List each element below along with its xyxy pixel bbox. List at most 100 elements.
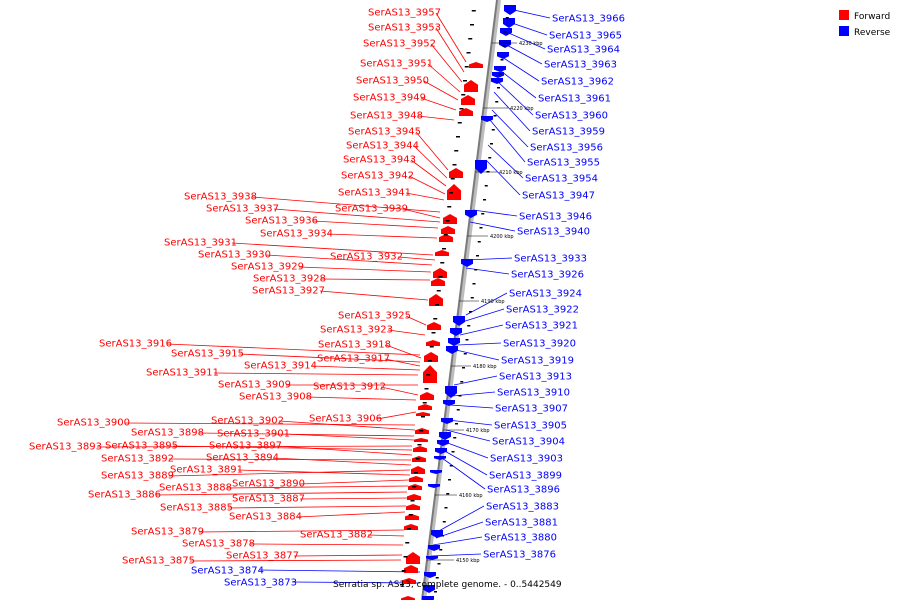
gene-label-SerAS13_3933[interactable]: SerAS13_3933: [514, 254, 587, 265]
gene-label-SerAS13_3911[interactable]: SerAS13_3911: [146, 368, 219, 379]
gene-label-SerAS13_3957[interactable]: SerAS13_3957: [368, 8, 441, 19]
gene-label-SerAS13_3921[interactable]: SerAS13_3921: [505, 321, 578, 332]
gene-label-SerAS13_3954[interactable]: SerAS13_3954: [525, 174, 598, 185]
gene-label-SerAS13_3956[interactable]: SerAS13_3956: [530, 143, 603, 154]
gene-label-SerAS13_3895[interactable]: SerAS13_3895: [105, 441, 178, 452]
leader-line-SerAS13_3875: [189, 559, 402, 562]
locus-mark: [443, 234, 448, 236]
gene-label-SerAS13_3943[interactable]: SerAS13_3943: [343, 155, 416, 166]
gene-label-SerAS13_3896[interactable]: SerAS13_3896: [487, 485, 560, 496]
gene-label-SerAS13_3876[interactable]: SerAS13_3876: [483, 550, 556, 561]
gene-label-SerAS13_3938[interactable]: SerAS13_3938: [184, 192, 257, 203]
gene-label-SerAS13_3890[interactable]: SerAS13_3890: [232, 479, 305, 490]
gene-label-SerAS13_3931[interactable]: SerAS13_3931: [164, 238, 237, 249]
reverse-gene-arrow: [453, 316, 465, 326]
gene-label-SerAS13_3946[interactable]: SerAS13_3946: [519, 212, 592, 223]
gene-label-SerAS13_3945[interactable]: SerAS13_3945: [348, 127, 421, 138]
gene-label-SerAS13_3922[interactable]: SerAS13_3922: [506, 305, 579, 316]
gene-label-SerAS13_3880[interactable]: SerAS13_3880: [484, 533, 557, 544]
gene-label-SerAS13_3936[interactable]: SerAS13_3936: [245, 216, 318, 227]
gene-label-SerAS13_3930[interactable]: SerAS13_3930: [198, 250, 271, 261]
gene-label-SerAS13_3899[interactable]: SerAS13_3899: [489, 471, 562, 482]
gene-label-SerAS13_3939[interactable]: SerAS13_3939: [335, 204, 408, 215]
gene-label-SerAS13_3908[interactable]: SerAS13_3908: [239, 392, 312, 403]
gene-label-SerAS13_3875[interactable]: SerAS13_3875: [122, 556, 195, 567]
gene-label-SerAS13_3900[interactable]: SerAS13_3900: [57, 418, 130, 429]
gene-label-SerAS13_3949[interactable]: SerAS13_3949: [353, 93, 426, 104]
gene-label-SerAS13_3874[interactable]: SerAS13_3874: [191, 566, 264, 577]
gene-label-SerAS13_3878[interactable]: SerAS13_3878: [182, 539, 255, 550]
gene-label-SerAS13_3882[interactable]: SerAS13_3882: [300, 530, 373, 541]
gene-label-SerAS13_3907[interactable]: SerAS13_3907: [495, 404, 568, 415]
gene-label-SerAS13_3959[interactable]: SerAS13_3959: [532, 127, 605, 138]
gene-label-SerAS13_3962[interactable]: SerAS13_3962: [541, 77, 614, 88]
gene-label-SerAS13_3927[interactable]: SerAS13_3927: [252, 286, 325, 297]
gene-label-SerAS13_3940[interactable]: SerAS13_3940: [517, 227, 590, 238]
gene-label-SerAS13_3947[interactable]: SerAS13_3947: [522, 191, 595, 202]
gene-label-SerAS13_3892[interactable]: SerAS13_3892: [101, 454, 174, 465]
gene-label-SerAS13_3902[interactable]: SerAS13_3902: [211, 416, 284, 427]
gene-label-SerAS13_3929[interactable]: SerAS13_3929: [231, 262, 304, 273]
gene-label-SerAS13_3919[interactable]: SerAS13_3919: [501, 356, 574, 367]
legend-reverse-swatch: [839, 26, 849, 36]
reverse-gene-arrow: [465, 210, 477, 218]
gene-label-SerAS13_3966[interactable]: SerAS13_3966: [552, 14, 625, 25]
gene-label-SerAS13_3955[interactable]: SerAS13_3955: [527, 158, 600, 169]
gene-label-SerAS13_3909[interactable]: SerAS13_3909: [218, 380, 291, 391]
gene-label-SerAS13_3926[interactable]: SerAS13_3926: [511, 270, 584, 281]
gene-label-SerAS13_3884[interactable]: SerAS13_3884: [229, 512, 302, 523]
gene-label-SerAS13_3942[interactable]: SerAS13_3942: [341, 171, 414, 182]
gene-label-SerAS13_3879[interactable]: SerAS13_3879: [131, 527, 204, 538]
gene-label-SerAS13_3886[interactable]: SerAS13_3886: [88, 490, 161, 501]
gene-label-SerAS13_3965[interactable]: SerAS13_3965: [549, 31, 622, 42]
gene-label-SerAS13_3873[interactable]: SerAS13_3873: [224, 578, 297, 589]
gene-label-SerAS13_3915[interactable]: SerAS13_3915: [171, 349, 244, 360]
gene-label-SerAS13_3904[interactable]: SerAS13_3904: [492, 437, 565, 448]
gene-label-SerAS13_3941[interactable]: SerAS13_3941: [338, 188, 411, 199]
gene-label-SerAS13_3963[interactable]: SerAS13_3963: [544, 60, 617, 71]
gene-label-SerAS13_3918[interactable]: SerAS13_3918: [318, 340, 391, 351]
gene-label-SerAS13_3912[interactable]: SerAS13_3912: [313, 382, 386, 393]
gene-label-SerAS13_3923[interactable]: SerAS13_3923: [320, 325, 393, 336]
reverse-gene-arrow: [437, 440, 449, 446]
gene-label-SerAS13_3950[interactable]: SerAS13_3950: [356, 76, 429, 87]
gene-label-SerAS13_3883[interactable]: SerAS13_3883: [486, 502, 559, 513]
gene-label-SerAS13_3881[interactable]: SerAS13_3881: [485, 518, 558, 529]
gene-label-SerAS13_3937[interactable]: SerAS13_3937: [206, 204, 279, 215]
gene-label-SerAS13_3917[interactable]: SerAS13_3917: [317, 354, 390, 365]
gene-label-SerAS13_3944[interactable]: SerAS13_3944: [346, 141, 419, 152]
gene-label-SerAS13_3889[interactable]: SerAS13_3889: [101, 471, 174, 482]
gene-label-SerAS13_3948[interactable]: SerAS13_3948: [350, 111, 423, 122]
gene-label-SerAS13_3964[interactable]: SerAS13_3964: [547, 45, 620, 56]
gene-label-SerAS13_3910[interactable]: SerAS13_3910: [497, 388, 570, 399]
gene-label-SerAS13_3901[interactable]: SerAS13_3901: [217, 429, 290, 440]
gene-label-SerAS13_3888[interactable]: SerAS13_3888: [159, 483, 232, 494]
gene-label-SerAS13_3913[interactable]: SerAS13_3913: [499, 372, 572, 383]
gene-label-SerAS13_3951[interactable]: SerAS13_3951: [360, 59, 433, 70]
gene-label-SerAS13_3952[interactable]: SerAS13_3952: [363, 39, 436, 50]
gene-label-SerAS13_3961[interactable]: SerAS13_3961: [538, 94, 611, 105]
gene-label-SerAS13_3932[interactable]: SerAS13_3932: [330, 252, 403, 263]
gene-label-SerAS13_3928[interactable]: SerAS13_3928: [253, 274, 326, 285]
gene-label-SerAS13_3925[interactable]: SerAS13_3925: [338, 311, 411, 322]
gene-label-SerAS13_3920[interactable]: SerAS13_3920: [503, 339, 576, 350]
gene-label-SerAS13_3903[interactable]: SerAS13_3903: [490, 454, 563, 465]
gene-label-SerAS13_3893[interactable]: SerAS13_3893: [29, 442, 102, 453]
gene-label-SerAS13_3953[interactable]: SerAS13_3953: [368, 23, 441, 34]
gene-label-SerAS13_3906[interactable]: SerAS13_3906: [309, 414, 382, 425]
gene-label-SerAS13_3894[interactable]: SerAS13_3894: [206, 453, 279, 464]
gene-label-SerAS13_3905[interactable]: SerAS13_3905: [494, 421, 567, 432]
locus-mark: [433, 318, 438, 320]
gene-label-SerAS13_3924[interactable]: SerAS13_3924: [509, 289, 582, 300]
gene-label-SerAS13_3898[interactable]: SerAS13_3898: [131, 428, 204, 439]
forward-gene-arrow: [439, 234, 453, 242]
gene-label-SerAS13_3914[interactable]: SerAS13_3914: [244, 361, 317, 372]
gene-label-SerAS13_3887[interactable]: SerAS13_3887: [232, 494, 305, 505]
gene-label-SerAS13_3891[interactable]: SerAS13_3891: [170, 465, 243, 476]
gene-label-SerAS13_3960[interactable]: SerAS13_3960: [535, 111, 608, 122]
gene-label-SerAS13_3934[interactable]: SerAS13_3934: [260, 229, 333, 240]
gene-label-SerAS13_3885[interactable]: SerAS13_3885: [160, 503, 233, 514]
gene-label-SerAS13_3897[interactable]: SerAS13_3897: [209, 441, 282, 452]
gene-label-SerAS13_3916[interactable]: SerAS13_3916: [99, 339, 172, 350]
gene-label-SerAS13_3877[interactable]: SerAS13_3877: [226, 551, 299, 562]
